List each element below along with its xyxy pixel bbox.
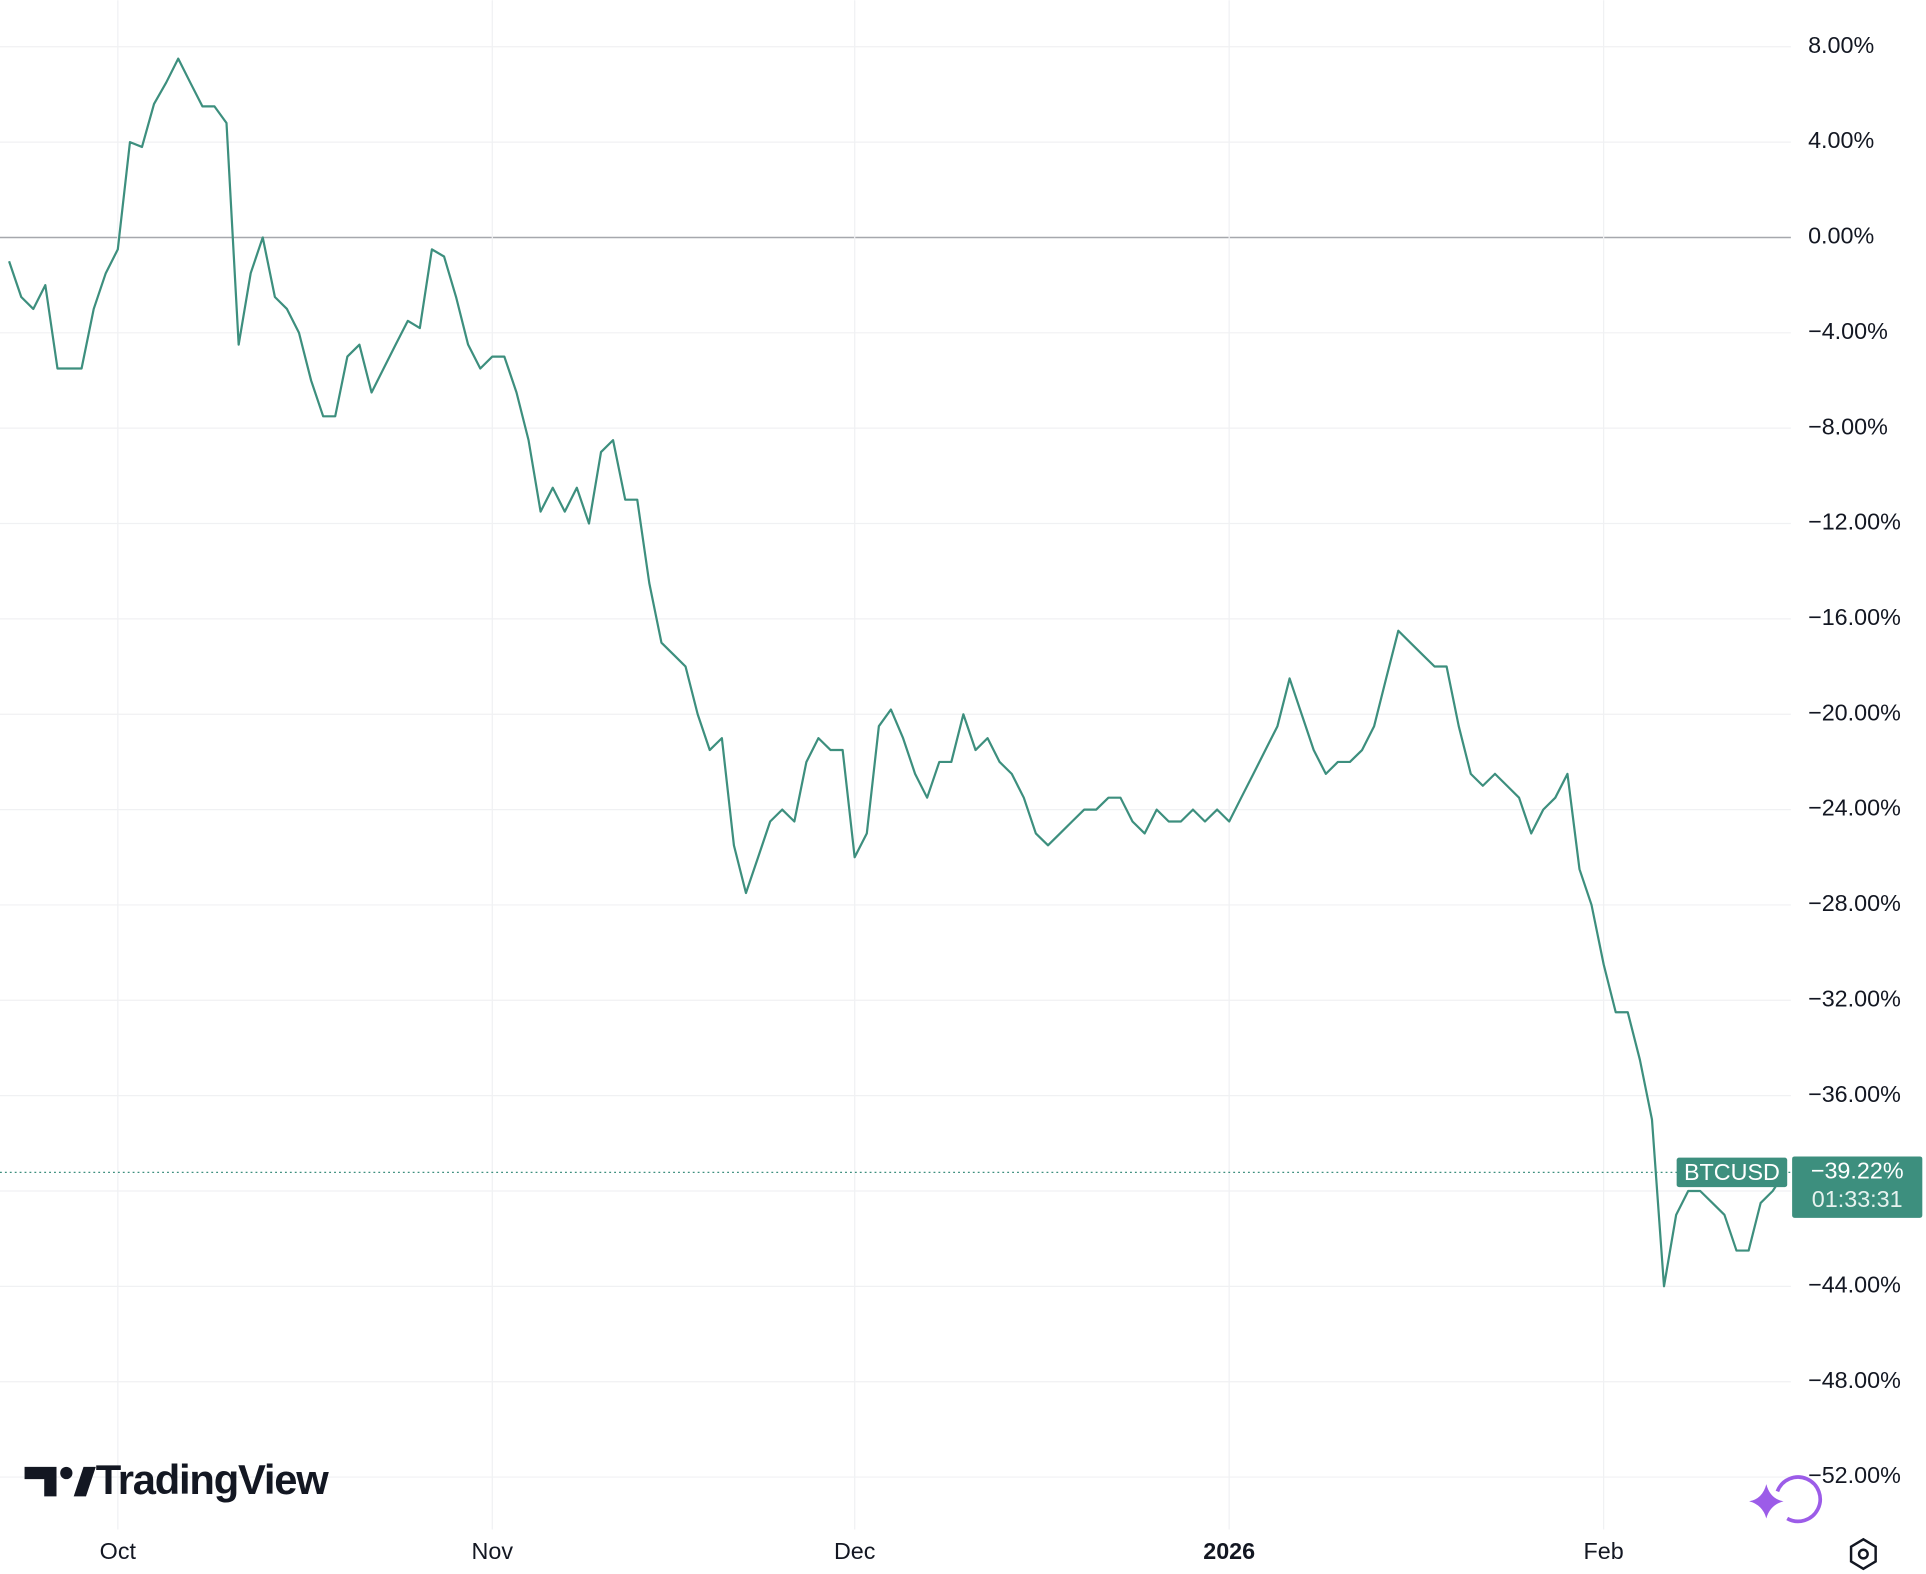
logo-icon — [73, 1466, 96, 1497]
price-line — [8, 57, 1786, 1288]
logo-icon — [24, 1466, 57, 1497]
assistant-icon[interactable] — [1749, 1475, 1823, 1524]
y-tick-label: 0.00% — [1808, 223, 1874, 249]
countdown: 01:33:31 — [1812, 1186, 1903, 1212]
logo: TradingView — [24, 1456, 330, 1503]
symbol-tag: BTCUSD — [1684, 1159, 1780, 1185]
y-tick-label: −12.00% — [1808, 509, 1901, 535]
grid — [0, 0, 1791, 1530]
settings-button[interactable] — [1849, 1537, 1877, 1571]
y-tick-label: 4.00% — [1808, 127, 1874, 153]
y-tick-label: −48.00% — [1808, 1367, 1901, 1393]
y-tick-label: −24.00% — [1808, 795, 1901, 821]
x-tick-label: Oct — [100, 1538, 137, 1564]
symbol-tag-bg — [1676, 1157, 1788, 1188]
y-tick-label: −36.00% — [1808, 1081, 1901, 1107]
x-tick-label: Dec — [834, 1538, 876, 1564]
settings-icon — [1849, 1537, 1877, 1571]
y-tick-label: −44.00% — [1808, 1272, 1901, 1298]
settings-icon — [1857, 1548, 1869, 1560]
watermark: TradingView — [96, 1456, 329, 1503]
y-tick-label: −28.00% — [1808, 890, 1901, 916]
plot — [0, 57, 1791, 1288]
x-tick-label: Nov — [472, 1538, 514, 1564]
y-tick-label: −52.00% — [1808, 1462, 1901, 1488]
x-tick-label: Feb — [1584, 1538, 1624, 1564]
logo-icon — [60, 1466, 73, 1480]
y-tick-label: −20.00% — [1808, 699, 1901, 725]
y-tick-label: 8.00% — [1808, 32, 1874, 58]
x-tick-label: 2026 — [1203, 1538, 1255, 1564]
y-tick-label: −8.00% — [1808, 413, 1888, 439]
last-price-label: −39.22% — [1811, 1158, 1904, 1184]
y-tick-label: −4.00% — [1808, 318, 1888, 344]
y-tick-label: −16.00% — [1808, 604, 1901, 630]
y-tick-label: −32.00% — [1808, 985, 1901, 1011]
sparkle-ring — [1775, 1475, 1823, 1524]
last-price-bg — [1792, 1156, 1923, 1218]
sparkle — [1749, 1484, 1784, 1519]
